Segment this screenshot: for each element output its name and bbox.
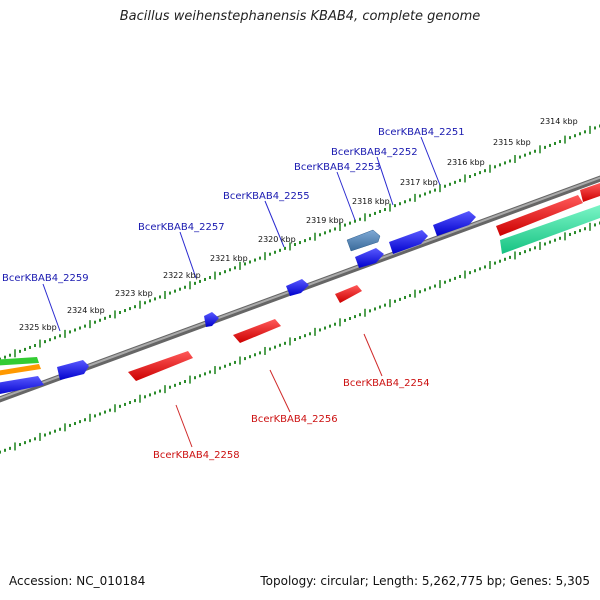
gene-label-2252: BcerKBAB4_2252 — [331, 147, 418, 158]
gene-label-2254: BcerKBAB4_2254 — [343, 378, 430, 389]
forward-gene — [0, 376, 44, 394]
scale-label: 2323 kbp — [115, 289, 153, 298]
rna-orange-feature — [0, 364, 41, 376]
outer-scale-track — [0, 124, 600, 361]
reverse-gene — [128, 351, 193, 381]
reverse-gene-labels[interactable]: BcerKBAB4_2254 BcerKBAB4_2256 BcerKBAB4_… — [153, 378, 430, 461]
forward-gene — [389, 230, 428, 254]
inner-scale-track — [0, 221, 600, 454]
forward-gene — [286, 279, 309, 296]
scale-label: 2322 kbp — [163, 271, 201, 280]
rna-teal-feature — [500, 205, 600, 254]
rna-features — [0, 205, 600, 376]
reverse-gene — [496, 195, 583, 236]
gene-label-2255: BcerKBAB4_2255 — [223, 191, 310, 202]
scale-label: 2318 kbp — [352, 197, 390, 206]
selected-gene — [346, 229, 381, 252]
forward-gene — [355, 248, 384, 268]
accession-text: Accession: NC_010184 — [9, 574, 146, 588]
label-leaders — [42, 136, 441, 448]
scale-labels: 2314 kbp 2315 kbp 2316 kbp 2317 kbp 2318… — [19, 117, 578, 332]
forward-gene — [57, 360, 89, 380]
gene-label-2251: BcerKBAB4_2251 — [378, 127, 465, 138]
reverse-genes — [128, 183, 600, 381]
gene-label-2256: BcerKBAB4_2256 — [251, 414, 338, 425]
gene-label-2258: BcerKBAB4_2258 — [153, 450, 240, 461]
scale-label: 2319 kbp — [306, 216, 344, 225]
map-title: Bacillus weihenstephanensis KBAB4, compl… — [119, 9, 481, 24]
scale-label: 2320 kbp — [258, 235, 296, 244]
genome-summary-text: Topology: circular; Length: 5,262,775 bp… — [260, 574, 590, 588]
scale-label: 2325 kbp — [19, 323, 57, 332]
reverse-gene — [335, 285, 362, 303]
forward-genes — [0, 211, 476, 394]
scale-label: 2321 kbp — [210, 254, 248, 263]
forward-gene — [204, 312, 219, 327]
scale-label: 2315 kbp — [493, 138, 531, 147]
scale-label: 2324 kbp — [67, 306, 105, 315]
gene-label-2259: BcerKBAB4_2259 — [2, 273, 89, 284]
rna-green-feature — [0, 357, 39, 366]
gene-label-2257: BcerKBAB4_2257 — [138, 222, 225, 233]
scale-label: 2314 kbp — [540, 117, 578, 126]
reverse-gene — [580, 183, 600, 202]
forward-gene-labels[interactable]: BcerKBAB4_2251 BcerKBAB4_2252 BcerKBAB4_… — [2, 127, 465, 284]
reverse-gene — [233, 319, 281, 343]
scale-label: 2317 kbp — [400, 178, 438, 187]
scale-label: 2316 kbp — [447, 158, 485, 167]
gene-label-2253: BcerKBAB4_2253 — [294, 162, 381, 173]
forward-gene — [433, 211, 476, 236]
